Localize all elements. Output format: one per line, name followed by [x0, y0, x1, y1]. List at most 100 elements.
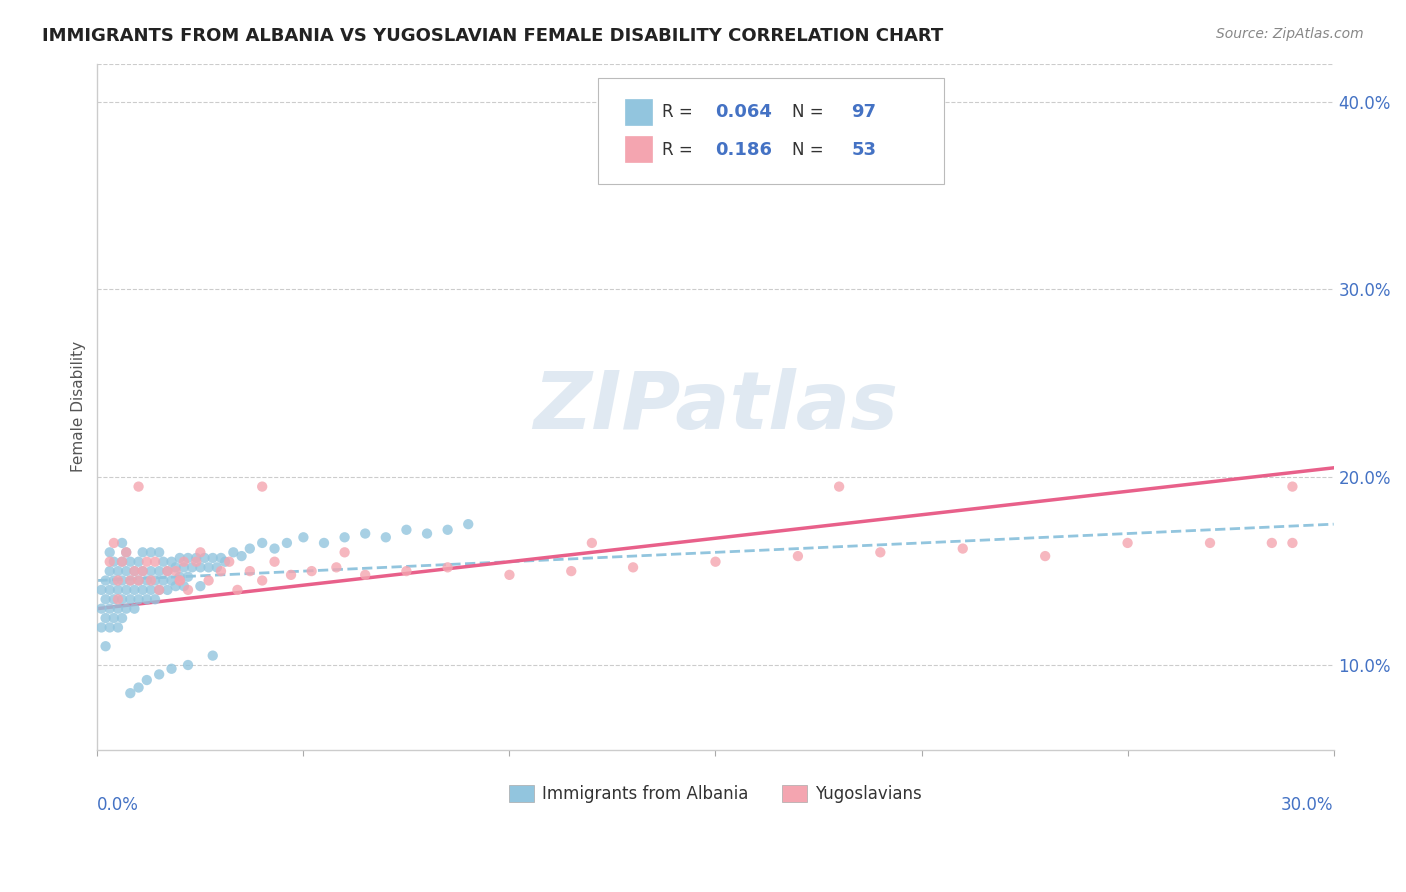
Point — [214, 555, 236, 569]
Text: N =: N = — [792, 103, 824, 121]
Point — [107, 574, 129, 588]
Point — [560, 564, 582, 578]
Legend: Immigrants from Albania, Yugoslavians: Immigrants from Albania, Yugoslavians — [502, 778, 929, 810]
Text: 0.186: 0.186 — [716, 141, 772, 159]
Point — [115, 545, 138, 559]
Point — [165, 579, 187, 593]
Point — [103, 536, 125, 550]
Point — [103, 574, 125, 588]
Point — [1116, 536, 1139, 550]
Point — [1033, 549, 1056, 563]
Point — [115, 564, 138, 578]
Text: 0.0%: 0.0% — [97, 797, 139, 814]
Point — [135, 673, 157, 687]
Point — [250, 574, 273, 588]
Point — [457, 517, 479, 532]
Point — [209, 564, 232, 578]
Point — [436, 560, 458, 574]
Point — [94, 592, 117, 607]
Point — [156, 564, 179, 578]
Point — [98, 555, 121, 569]
Point — [197, 574, 219, 588]
Point — [107, 620, 129, 634]
Point — [169, 574, 191, 588]
Point — [90, 620, 112, 634]
Bar — [626, 136, 652, 162]
Point — [128, 574, 150, 588]
Point — [148, 545, 170, 559]
Point — [325, 560, 347, 574]
Point — [1199, 536, 1222, 550]
Text: Source: ZipAtlas.com: Source: ZipAtlas.com — [1216, 27, 1364, 41]
Point — [263, 541, 285, 556]
Text: 97: 97 — [852, 103, 876, 121]
Point — [120, 592, 142, 607]
Point — [276, 536, 298, 550]
Point — [169, 570, 191, 584]
Point — [98, 582, 121, 597]
Point — [143, 592, 166, 607]
Point — [436, 523, 458, 537]
Point — [156, 564, 179, 578]
Point — [374, 530, 396, 544]
Point — [581, 536, 603, 550]
Point — [94, 611, 117, 625]
Point — [173, 560, 195, 574]
FancyBboxPatch shape — [598, 78, 945, 184]
Point — [869, 545, 891, 559]
Point — [156, 582, 179, 597]
Point — [704, 555, 727, 569]
Point — [128, 592, 150, 607]
Point — [177, 551, 200, 566]
Point — [177, 582, 200, 597]
Point — [190, 545, 212, 559]
Point — [148, 582, 170, 597]
Point — [201, 648, 224, 663]
Point — [90, 582, 112, 597]
Point — [1281, 536, 1303, 550]
Point — [139, 582, 162, 597]
Point — [107, 601, 129, 615]
Text: N =: N = — [792, 141, 824, 159]
Point — [115, 545, 138, 559]
Text: R =: R = — [662, 103, 699, 121]
Point — [124, 601, 146, 615]
Point — [139, 564, 162, 578]
Point — [395, 523, 418, 537]
Point — [354, 526, 377, 541]
Text: 53: 53 — [852, 141, 876, 159]
Point — [239, 564, 262, 578]
Text: ZIPatlas: ZIPatlas — [533, 368, 898, 446]
Point — [124, 582, 146, 597]
Point — [250, 480, 273, 494]
Point — [115, 582, 138, 597]
Text: R =: R = — [662, 141, 699, 159]
Point — [173, 579, 195, 593]
Point — [111, 611, 134, 625]
Point — [952, 541, 974, 556]
Y-axis label: Female Disability: Female Disability — [72, 342, 86, 473]
Point — [416, 526, 439, 541]
Point — [165, 564, 187, 578]
Point — [250, 536, 273, 550]
Point — [231, 549, 253, 563]
Point — [354, 567, 377, 582]
Point — [128, 681, 150, 695]
Point — [107, 582, 129, 597]
Point — [292, 530, 315, 544]
Point — [98, 545, 121, 559]
Point — [111, 555, 134, 569]
Point — [103, 555, 125, 569]
Text: IMMIGRANTS FROM ALBANIA VS YUGOSLAVIAN FEMALE DISABILITY CORRELATION CHART: IMMIGRANTS FROM ALBANIA VS YUGOSLAVIAN F… — [42, 27, 943, 45]
Point — [1281, 480, 1303, 494]
Point — [120, 574, 142, 588]
Point — [148, 667, 170, 681]
Point — [148, 582, 170, 597]
Point — [333, 545, 356, 559]
Point — [124, 564, 146, 578]
Point — [107, 564, 129, 578]
Point — [90, 601, 112, 615]
Point — [152, 555, 174, 569]
Point — [177, 570, 200, 584]
Point — [111, 592, 134, 607]
